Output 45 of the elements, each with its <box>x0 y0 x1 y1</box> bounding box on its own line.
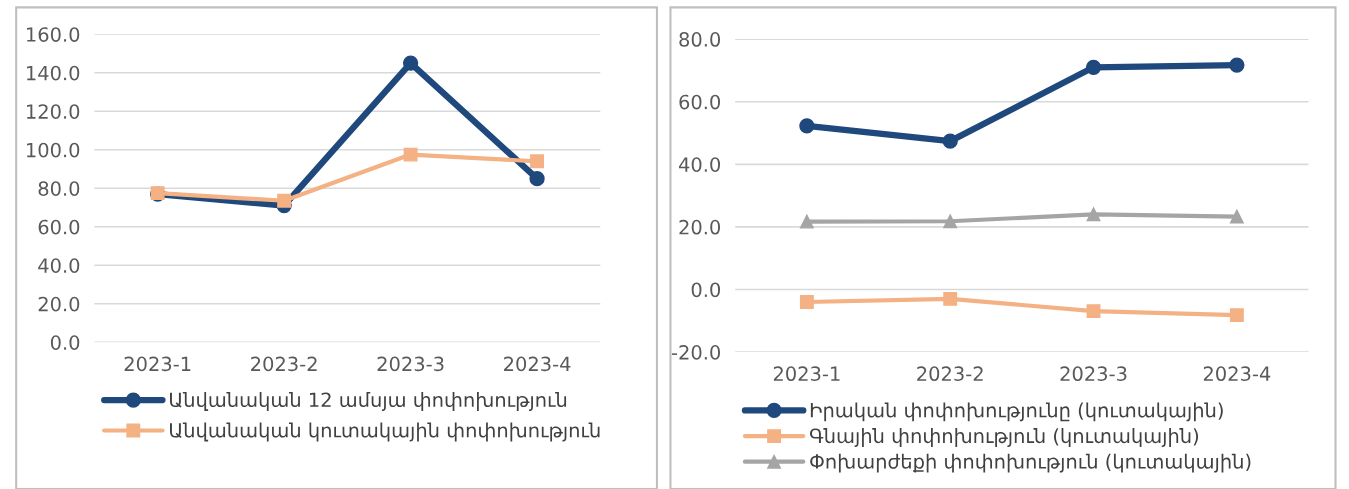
legend-label: Անվանական կուտակային փոփոխություն <box>170 422 600 442</box>
y-tick-label: 40.0 <box>38 258 80 273</box>
legend-label: Անվանական 12 ամսյա փոփոխություն <box>170 392 567 411</box>
point <box>799 295 814 309</box>
y-tick-label: 40.0 <box>678 157 721 172</box>
point <box>277 193 292 208</box>
x-tick-label: 2023-4 <box>504 356 571 372</box>
point <box>403 147 418 162</box>
point <box>530 154 545 169</box>
x-tick-label: 2023-1 <box>773 366 840 382</box>
y-tick-label: 60.0 <box>679 94 721 110</box>
point <box>1229 308 1244 323</box>
y-tick-label: 60.0 <box>38 219 80 235</box>
point <box>799 214 814 229</box>
y-tick-label: 120.0 <box>27 104 80 119</box>
x-tick-label: 2023-3 <box>1060 366 1127 382</box>
x-tick-label: 2023-2 <box>917 366 983 382</box>
point <box>402 55 419 71</box>
x-tick-label: 2023-1 <box>124 356 191 372</box>
y-tick-label: 160.0 <box>27 27 80 42</box>
point <box>529 170 545 187</box>
point <box>1085 59 1102 75</box>
y-tick-label: -20.0 <box>671 345 721 360</box>
legend-label: Փոխարժեքի փոփոխություն (կուտակային) <box>810 453 1251 473</box>
y-tick-label: 0.0 <box>691 282 721 298</box>
point <box>942 133 958 149</box>
point <box>1086 304 1101 319</box>
point <box>1086 207 1101 222</box>
point <box>1229 57 1245 73</box>
y-tick-label: 80.0 <box>679 32 721 47</box>
point <box>943 291 958 306</box>
point <box>1229 209 1244 224</box>
y-tick-label: 100.0 <box>27 142 80 158</box>
x-tick-label: 2023-2 <box>251 356 317 372</box>
legend-label: Իրական փոփոխությունը (կուտակային) <box>810 402 1223 422</box>
legend-label: Գնային փոփոխություն (կուտակային) <box>809 428 1199 447</box>
y-tick-label: 20.0 <box>679 219 721 235</box>
x-tick-label: 2023-4 <box>1203 366 1271 382</box>
y-tick-label: 0.0 <box>50 335 80 350</box>
y-tick-label: 80.0 <box>38 181 80 196</box>
x-tick-label: 2023-3 <box>377 356 444 372</box>
point <box>799 118 815 134</box>
y-tick-label: 20.0 <box>38 296 80 312</box>
point <box>943 214 958 229</box>
y-tick-label: 140.0 <box>27 65 80 81</box>
